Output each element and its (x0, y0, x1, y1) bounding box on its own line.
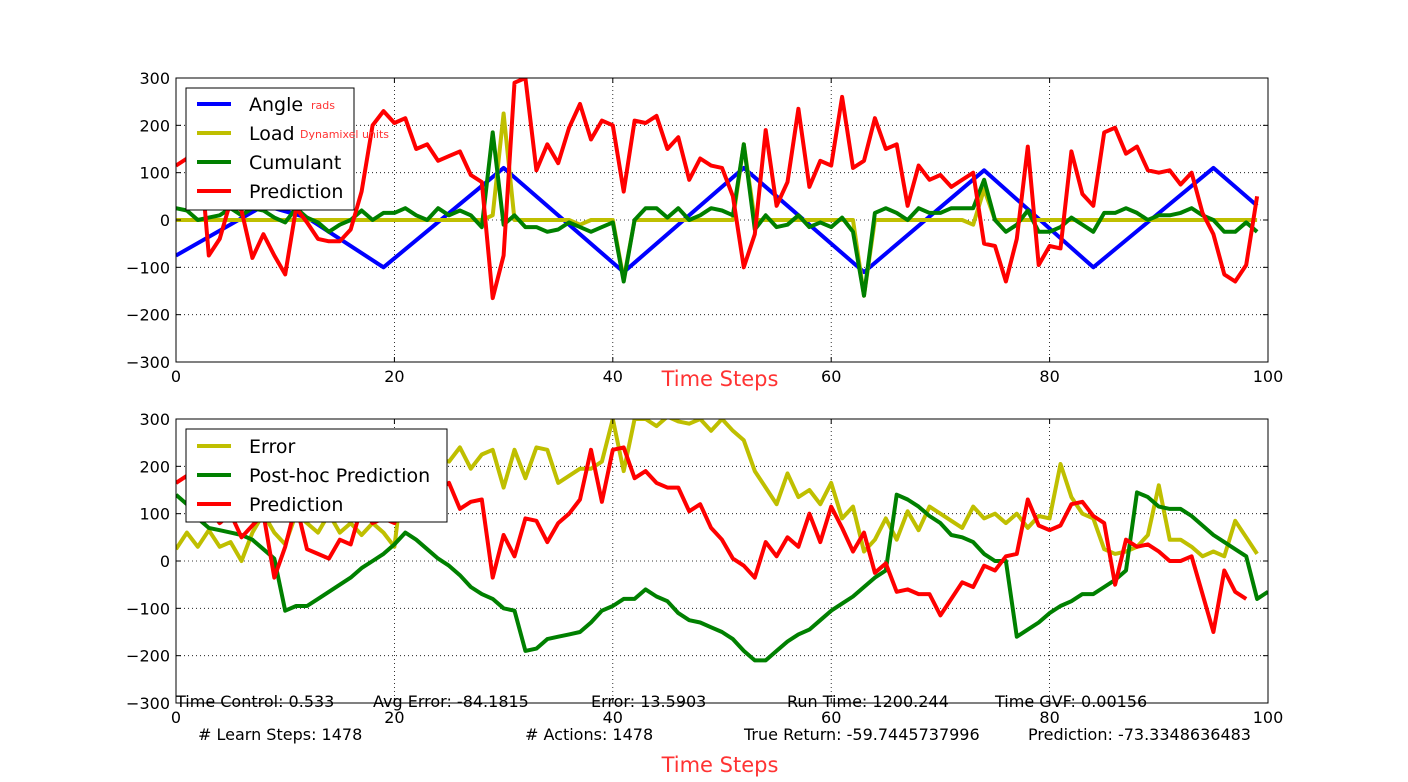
y-tick-label: −300 (126, 694, 170, 713)
y-tick-label: 200 (139, 116, 170, 135)
x-tick-label: 100 (1253, 708, 1284, 727)
stat-time-control: Time Control: 0.533 (175, 692, 334, 711)
x-tick-label: 100 (1253, 367, 1284, 386)
stat-actions: # Actions: 1478 (525, 725, 653, 744)
top-series (176, 78, 1260, 301)
bottom-plot: 0 20 40 60 80 100 300 200 100 0 −100 −200 −300 Time … (126, 410, 1283, 777)
top-xlabel: Time Steps (661, 367, 779, 391)
stats-readout: Time Control: 0.533 Avg Error: -84.1815 … (175, 692, 1251, 744)
top-plot: 0 20 40 60 80 100 300 200 100 0 −100 −200 −300 Time … (126, 69, 1283, 391)
bottom-grid (176, 419, 1268, 703)
y-tick-label: 300 (139, 69, 170, 88)
y-tick-label: 100 (139, 505, 170, 524)
bottom-series (176, 419, 1268, 663)
stat-avg-error: Avg Error: -84.1815 (373, 692, 529, 711)
x-tick-label: 20 (384, 708, 404, 727)
y-tick-label: 0 (160, 211, 170, 230)
x-tick-label: 0 (171, 708, 181, 727)
legend-angle-label: Angle (249, 94, 303, 116)
stat-run-time: Run Time: 1200.244 (787, 692, 949, 711)
x-tick-label: 20 (384, 367, 404, 386)
stat-prediction: Prediction: -73.3348636483 (1028, 725, 1251, 744)
legend-load-label: Load (249, 123, 295, 145)
legend-posthoc-label: Post-hoc Prediction (249, 465, 430, 487)
series-line-post-hoc-prediction (176, 490, 1268, 663)
legend-cumulant-label: Cumulant (249, 152, 341, 174)
y-tick-label: 200 (139, 457, 170, 476)
x-tick-label: 60 (821, 708, 841, 727)
top-legend: Angle rads Load Dynamixel units Cumulant… (185, 87, 389, 211)
legend-angle-unit: rads (311, 99, 335, 112)
y-tick-label: 0 (160, 552, 170, 571)
top-ticks: 0 20 40 60 80 100 300 200 100 0 −100 −200 −300 (126, 69, 1283, 386)
y-tick-label: 100 (139, 164, 170, 183)
y-tick-label: −100 (126, 599, 170, 618)
legend-error-label: Error (249, 436, 296, 458)
y-tick-label: −300 (126, 353, 170, 372)
series-line-prediction (176, 78, 1260, 301)
x-tick-label: 80 (1039, 708, 1059, 727)
y-tick-label: −100 (126, 258, 170, 277)
y-tick-label: −200 (126, 647, 170, 666)
top-grid (176, 78, 1268, 362)
x-tick-label: 60 (821, 367, 841, 386)
stat-learn-steps: # Learn Steps: 1478 (198, 725, 362, 744)
legend-prediction-label: Prediction (249, 181, 343, 203)
x-tick-label: 80 (1039, 367, 1059, 386)
bottom-xlabel: Time Steps (661, 753, 779, 777)
y-tick-label: −200 (126, 306, 170, 325)
x-tick-label: 0 (171, 367, 181, 386)
series-line-prediction (176, 445, 1248, 634)
stat-error: Error: 13.5903 (591, 692, 706, 711)
bottom-ticks: 0 20 40 60 80 100 300 200 100 0 −100 −200 −300 (126, 410, 1283, 727)
legend-load-unit: Dynamixel units (300, 128, 389, 141)
x-tick-label: 40 (603, 367, 623, 386)
legend-prediction2-label: Prediction (249, 494, 343, 516)
stat-true-return: True Return: -59.7445737996 (743, 725, 980, 744)
stat-time-gvf: Time GVF: 0.00156 (994, 692, 1147, 711)
x-tick-label: 40 (603, 708, 623, 727)
y-tick-label: 300 (139, 410, 170, 429)
bottom-legend: Error Post-hoc Prediction Prediction (185, 428, 448, 523)
